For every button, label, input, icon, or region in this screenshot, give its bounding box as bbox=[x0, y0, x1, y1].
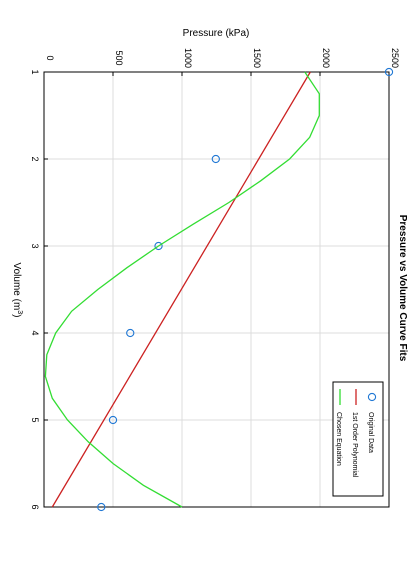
data-point bbox=[384, 67, 394, 77]
y-axis-label: Pressure (kPa) bbox=[183, 28, 250, 39]
series-line-2 bbox=[44, 71, 320, 508]
x-axis-label-superscript: 3 bbox=[16, 310, 23, 314]
plot-frame bbox=[43, 71, 390, 508]
data-point bbox=[154, 241, 163, 251]
legend: Original Data 1st Order Polynomial Chosen … bbox=[332, 381, 384, 497]
legend-label-2: Chosen Equation bbox=[335, 412, 342, 466]
legend-box bbox=[332, 381, 384, 497]
tick-label-volume: 1 bbox=[30, 69, 40, 74]
data-point bbox=[211, 154, 220, 164]
chart-title: Pressure vs Volume Curve Fits bbox=[397, 215, 408, 362]
x-axis-label-main: Volume (m bbox=[11, 262, 22, 310]
tick-label-pressure: 2500 bbox=[390, 48, 400, 68]
tick-label-volume: 2 bbox=[30, 156, 40, 161]
data-point bbox=[97, 502, 106, 512]
tick-label-volume: 5 bbox=[30, 417, 40, 422]
legend-marker-0 bbox=[367, 392, 377, 402]
tick-label-pressure: 1500 bbox=[252, 48, 262, 68]
data-point bbox=[126, 328, 135, 338]
tick-label-pressure: 2000 bbox=[321, 48, 331, 68]
legend-label-0: Original Data bbox=[367, 412, 374, 453]
tick-label-volume: 6 bbox=[30, 504, 40, 509]
x-axis-label: Volume (m3) bbox=[11, 262, 23, 317]
tick-label-volume: 4 bbox=[30, 330, 40, 335]
data-point bbox=[108, 415, 118, 425]
tick-label-volume: 3 bbox=[30, 243, 40, 248]
ticks-layer: 0 500 1000 1500 2000 2500 1 2 3 4 5 6 bbox=[30, 48, 400, 510]
legend-label-1: 1st Order Polynomial bbox=[351, 412, 358, 478]
series-line-1 bbox=[51, 71, 311, 508]
tick-label-pressure: 0 bbox=[45, 55, 55, 60]
tick-label-pressure: 500 bbox=[114, 50, 124, 65]
x-axis-label-tail: ) bbox=[11, 314, 22, 317]
tick-label-pressure: 1000 bbox=[183, 48, 193, 68]
series-layer bbox=[44, 67, 394, 512]
